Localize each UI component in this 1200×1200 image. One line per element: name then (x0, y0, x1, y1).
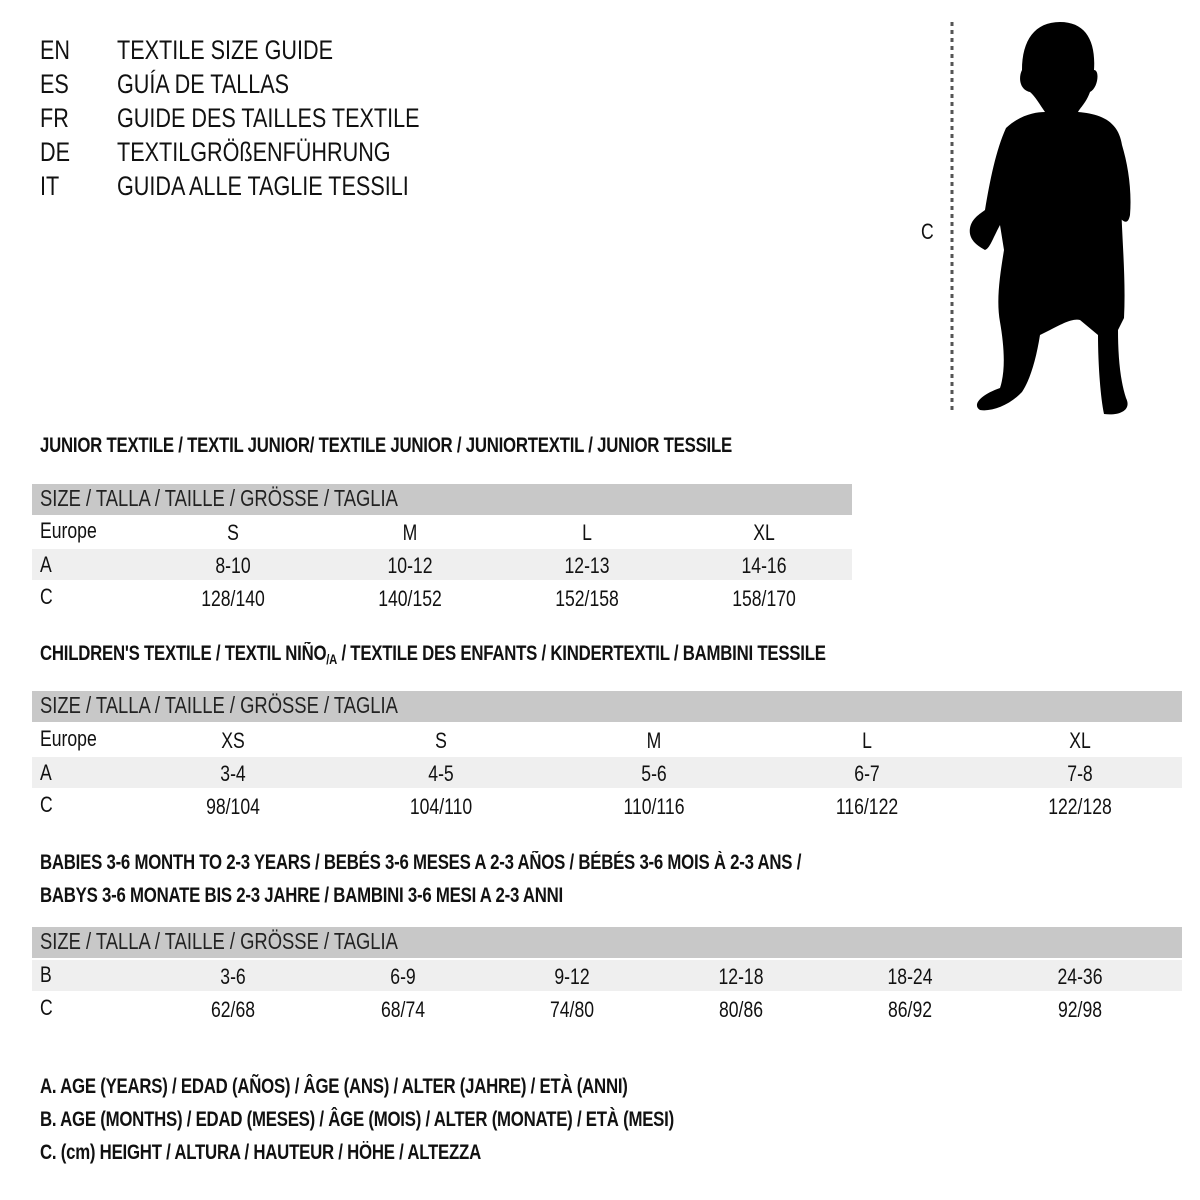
lang-code: EN (40, 35, 71, 65)
legend-item: B. AGE (MONTHS) / EDAD (MESES) / ÂGE (MO… (40, 1108, 674, 1131)
table-cell: XS (221, 728, 245, 753)
table-cell: 18-24 (887, 964, 933, 989)
table-cell: 24-36 (1057, 964, 1103, 989)
row-label: A (40, 552, 52, 577)
table-cell: 140/152 (378, 586, 442, 611)
table-cell: 6-9 (390, 964, 416, 989)
section-heading: CHILDREN'S TEXTILE / TEXTIL NIÑO/A / TEX… (40, 643, 826, 666)
row-shade (32, 960, 1182, 991)
height-label: C (921, 219, 934, 244)
title-text: GUÍA DE TALLAS (117, 69, 290, 99)
table-cell: 68/74 (380, 997, 426, 1022)
lang-code: ES (40, 69, 69, 99)
table-cell: 80/86 (718, 997, 764, 1022)
size-header-label: SIZE / TALLA / TAILLE / GRÖSSE / TAGLIA (40, 692, 398, 718)
title-text: GUIDE DES TAILLES TEXTILE (117, 103, 420, 133)
table-cell: 98/104 (206, 794, 260, 819)
child-silhouette-shape (969, 22, 1131, 415)
table-cell: XL (753, 520, 775, 545)
row-shade (32, 549, 852, 580)
table-cell: 122/128 (1048, 794, 1112, 819)
table-cell: 14-16 (741, 553, 787, 578)
title-text: TEXTILE SIZE GUIDE (117, 35, 334, 65)
size-header-bar (32, 691, 1182, 722)
table-cell: 12-18 (718, 964, 764, 989)
row-label: Europe (40, 726, 97, 751)
lang-code: DE (40, 137, 71, 167)
table-cell: 8-10 (215, 553, 251, 578)
table-cell: 86/92 (887, 997, 933, 1022)
heading-part: / TEXTILE DES ENFANTS / KINDERTEXTIL / B… (337, 642, 826, 665)
table-cell: M (402, 520, 418, 545)
table-cell: 3-4 (220, 761, 246, 786)
row-label: C (40, 792, 53, 817)
table-cell: 128/140 (201, 586, 265, 611)
table-cell: 5-6 (641, 761, 667, 786)
row-shade (32, 757, 1182, 788)
table-cell: 4-5 (428, 761, 454, 786)
table-cell: 12-13 (564, 553, 610, 578)
title-text: GUIDA ALLE TAGLIE TESSILI (117, 171, 409, 201)
section-heading: BABIES 3-6 MONTH TO 2-3 YEARS / BEBÉS 3-… (40, 851, 802, 874)
table-cell: L (582, 520, 592, 545)
table-cell: 104/110 (409, 794, 473, 819)
row-label: A (40, 760, 52, 785)
row-label: C (40, 995, 53, 1020)
table-cell: 6-7 (854, 761, 880, 786)
table-cell: 9-12 (554, 964, 590, 989)
size-header-label: SIZE / TALLA / TAILLE / GRÖSSE / TAGLIA (40, 485, 398, 511)
table-cell: 10-12 (387, 553, 433, 578)
table-cell: M (646, 728, 662, 753)
table-cell: 152/158 (555, 586, 619, 611)
legend-item: A. AGE (YEARS) / EDAD (AÑOS) / ÂGE (ANS)… (40, 1075, 628, 1098)
section-heading: BABYS 3-6 MONATE BIS 2-3 JAHRE / BAMBINI… (40, 884, 563, 907)
heading-subscript: /A (326, 651, 338, 667)
heading-part: CHILDREN'S TEXTILE / TEXTIL NIÑO (40, 642, 327, 665)
title-text: TEXTILGRÖßENFÜHRUNG (117, 137, 391, 167)
row-label: B (40, 962, 52, 987)
table-cell: 3-6 (220, 964, 246, 989)
table-cell: 116/122 (835, 794, 899, 819)
row-label: C (40, 584, 53, 609)
table-cell: L (862, 728, 872, 753)
table-cell: 110/116 (623, 794, 685, 819)
size-header-bar (32, 927, 1182, 958)
table-cell: 158/170 (732, 586, 796, 611)
size-header-label: SIZE / TALLA / TAILLE / GRÖSSE / TAGLIA (40, 928, 398, 954)
table-cell: S (435, 728, 447, 753)
lang-code: IT (40, 171, 60, 201)
table-cell: XL (1069, 728, 1091, 753)
legend-item: C. (cm) HEIGHT / ALTURA / HAUTEUR / HÖHE… (40, 1141, 481, 1164)
row-label: Europe (40, 518, 97, 543)
table-cell: S (227, 520, 239, 545)
child-silhouette-icon (950, 22, 1131, 415)
table-cell: 7-8 (1067, 761, 1093, 786)
size-header-bar (32, 484, 852, 515)
lang-code: FR (40, 103, 69, 133)
table-cell: 92/98 (1057, 997, 1103, 1022)
table-cell: 62/68 (210, 997, 256, 1022)
section-heading: JUNIOR TEXTILE / TEXTIL JUNIOR/ TEXTILE … (40, 434, 732, 457)
table-cell: 74/80 (549, 997, 595, 1022)
